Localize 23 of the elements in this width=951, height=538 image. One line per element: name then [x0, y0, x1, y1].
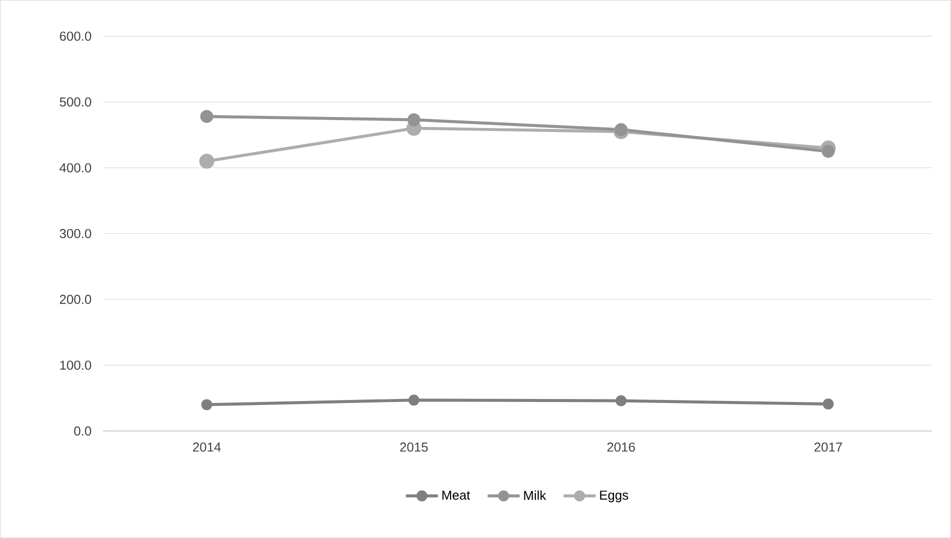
legend-label: Meat	[442, 490, 470, 500]
y-tick-label: 300.0	[60, 228, 92, 238]
y-tick-label: 400.0	[60, 163, 92, 172]
x-tick-label: 2016	[607, 442, 635, 452]
point	[614, 123, 628, 136]
point	[407, 113, 420, 126]
point	[200, 110, 214, 123]
x-tick-label: 2014	[193, 442, 221, 452]
y-tick-label: 200.0	[60, 294, 92, 304]
y-tick-label: 100.0	[60, 360, 92, 370]
point	[822, 398, 834, 410]
y-tick-label: 500.0	[60, 97, 92, 106]
x-tick-label: 2017	[814, 442, 842, 452]
point	[201, 399, 212, 410]
point	[199, 154, 214, 169]
x-tick-label: 2015	[400, 442, 428, 452]
legend-label: Eggs	[600, 490, 628, 502]
point	[822, 144, 835, 158]
legend-label: Milk	[524, 490, 546, 500]
y-tick-label: 600.0	[60, 32, 92, 41]
point	[408, 394, 420, 406]
y-tick-label: 0.0	[74, 426, 92, 436]
point	[616, 395, 627, 406]
